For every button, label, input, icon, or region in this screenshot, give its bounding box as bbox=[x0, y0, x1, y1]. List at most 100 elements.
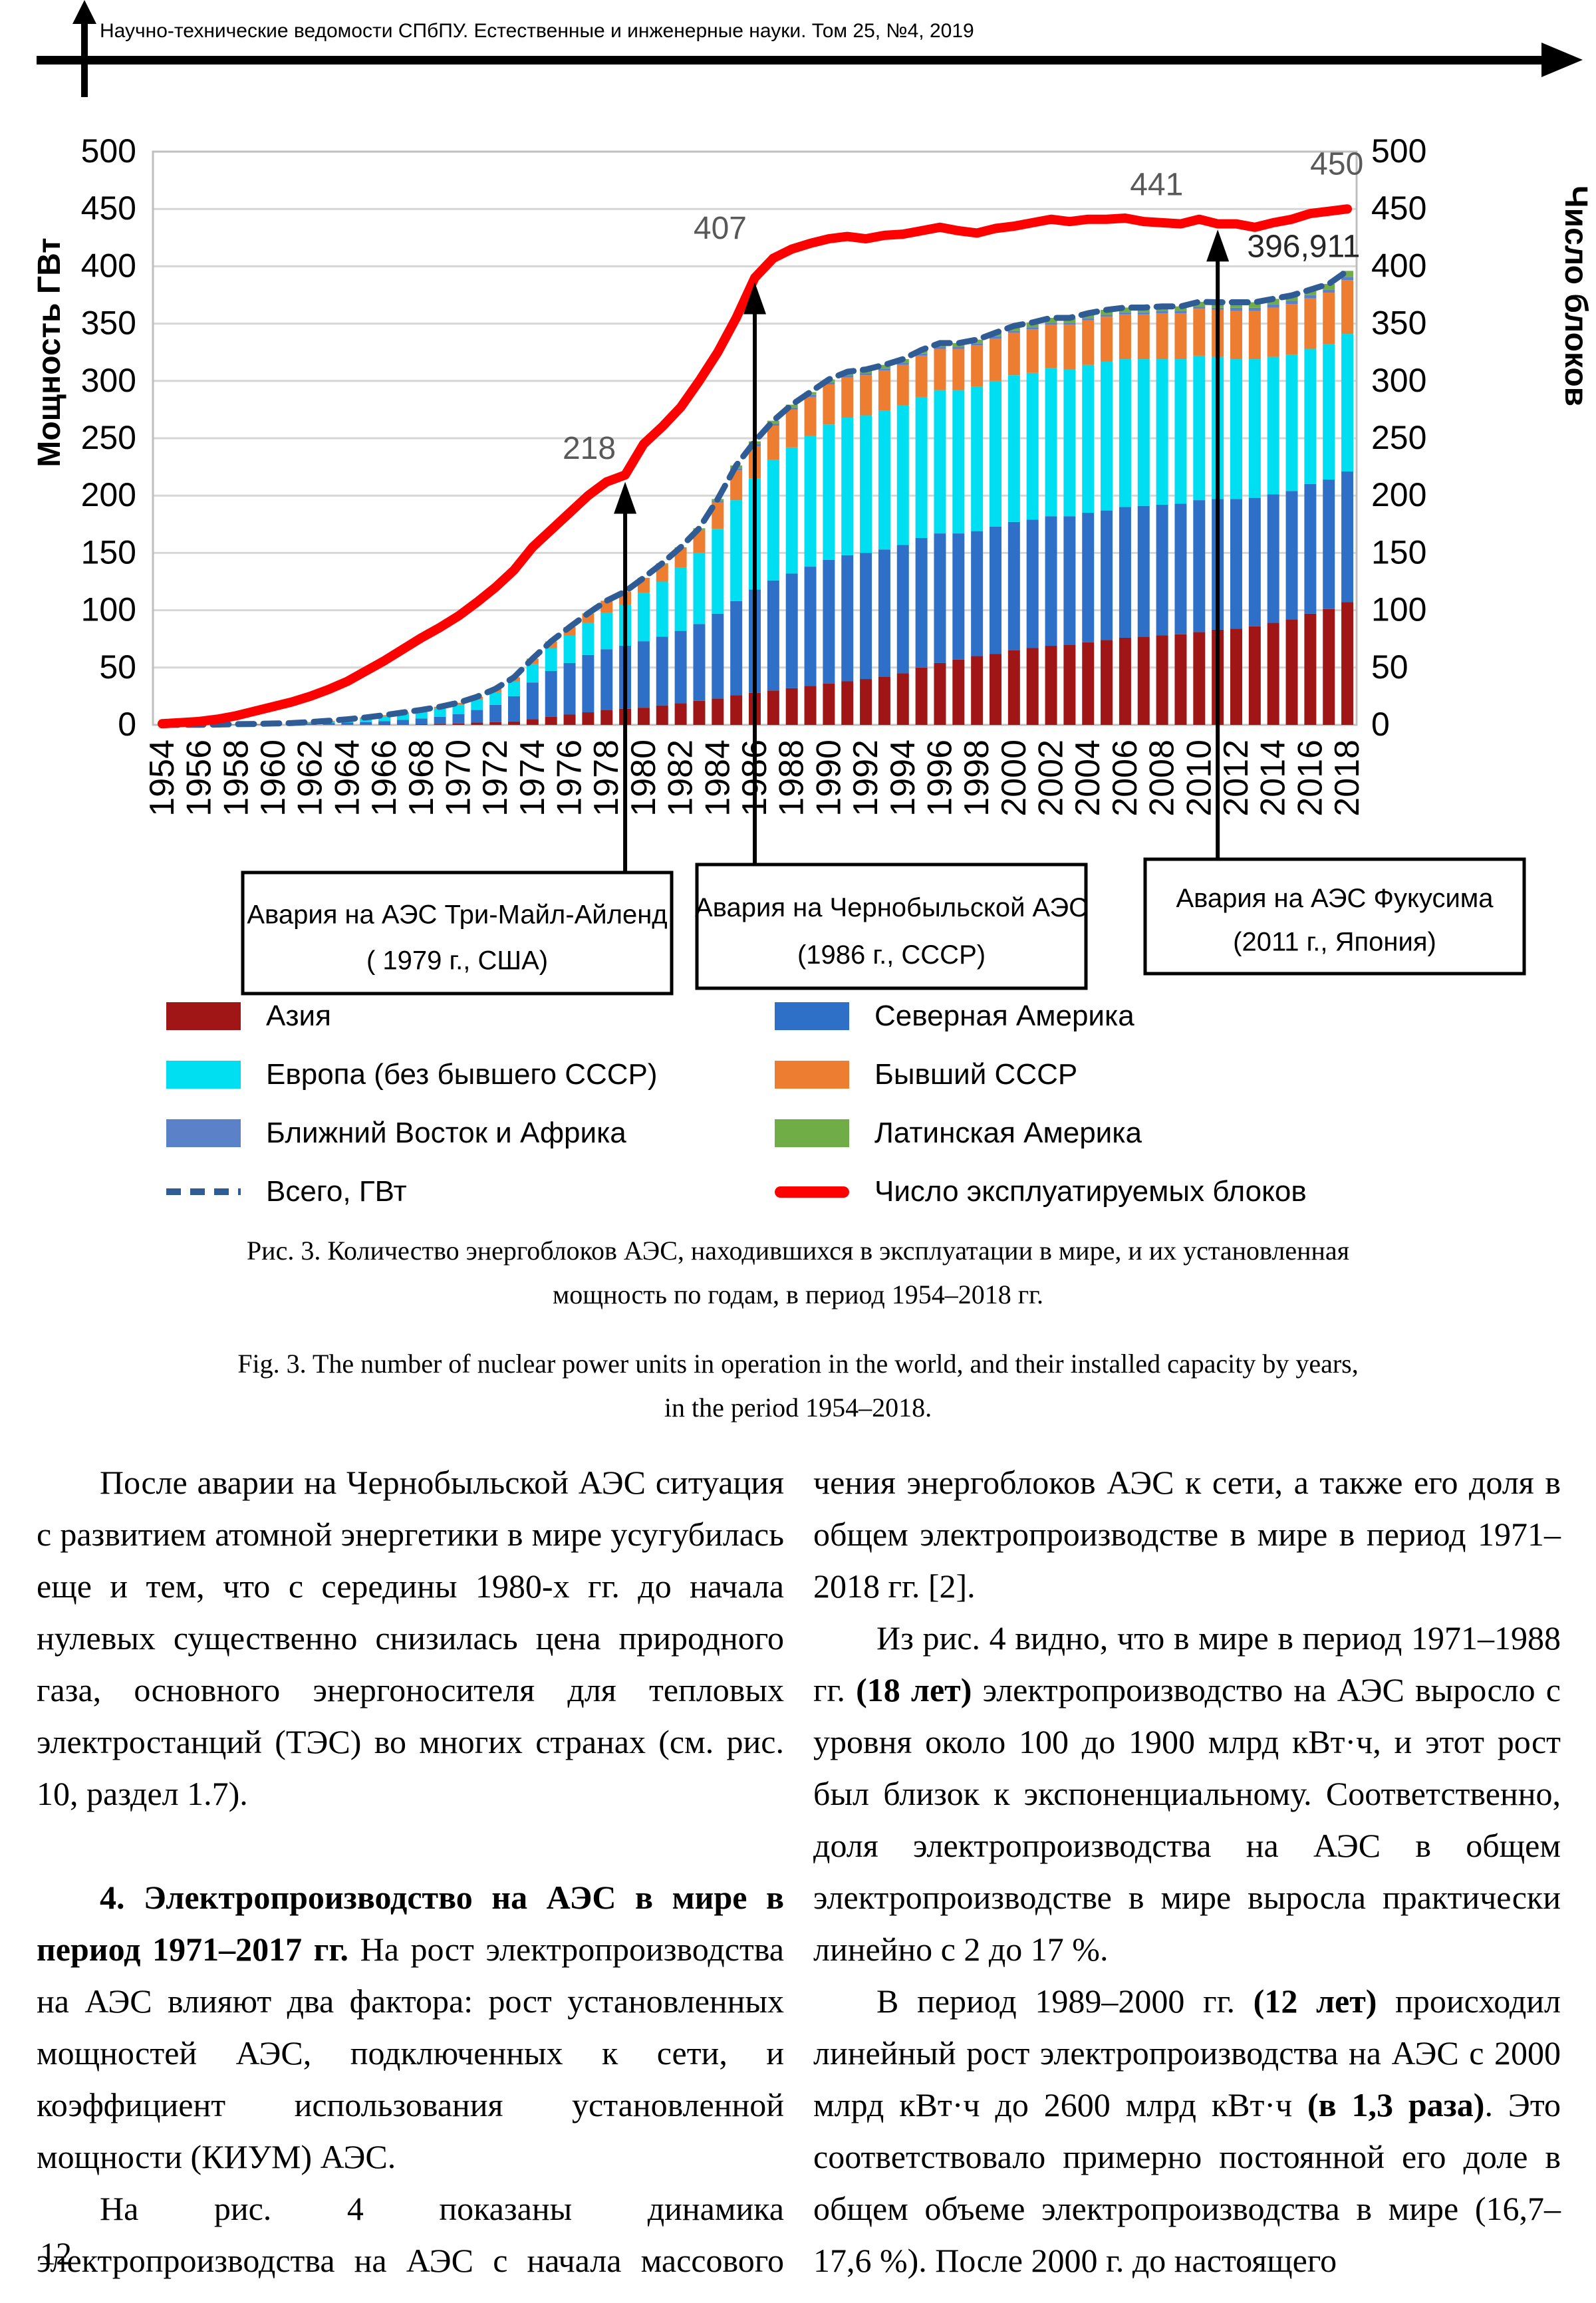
legend-item-former-ussr: Бывший СССР bbox=[775, 1058, 1496, 1091]
svg-text:1982: 1982 bbox=[662, 740, 700, 817]
paragraph: На рис. 4 показаны динамика электропроиз… bbox=[37, 2190, 784, 2303]
legend-label: Азия bbox=[266, 1000, 331, 1032]
legend-item-latin-america: Латинская Америка bbox=[775, 1117, 1496, 1149]
latin-america-swatch bbox=[775, 1119, 849, 1147]
legend-item-operating-units: Число эксплуатируемых блоков bbox=[775, 1175, 1496, 1208]
svg-text:200: 200 bbox=[81, 476, 136, 513]
journal-title: Научно-технические ведомости СПбПУ. Есте… bbox=[100, 20, 974, 42]
svg-text:1960: 1960 bbox=[254, 740, 293, 817]
svg-text:150: 150 bbox=[1371, 533, 1426, 571]
svg-text:1990: 1990 bbox=[809, 740, 848, 817]
svg-text:450: 450 bbox=[1371, 190, 1426, 227]
value-label: 396,911 bbox=[1247, 229, 1360, 265]
svg-text:450: 450 bbox=[81, 190, 136, 227]
units-line bbox=[157, 204, 1353, 729]
caption-en-line2: in the period 1954–2018. bbox=[664, 1393, 932, 1422]
left-axis-title: Мощность ГВт bbox=[32, 237, 67, 467]
svg-text:1994: 1994 bbox=[884, 740, 922, 817]
svg-text:1968: 1968 bbox=[402, 740, 441, 817]
paragraph: 4. Электропроизводство на АЭС в мире в п… bbox=[37, 1879, 784, 2175]
value-label: 441 bbox=[1130, 168, 1183, 203]
middle-east-africa-swatch bbox=[166, 1119, 241, 1147]
stacked-bars bbox=[193, 271, 1354, 726]
svg-text:( 1979 г., США): ( 1979 г., США) bbox=[366, 946, 548, 976]
value-label: 450 bbox=[1310, 146, 1363, 182]
svg-text:400: 400 bbox=[1371, 247, 1426, 284]
paragraph: чения энергоблоков АЭС к сети, а также е… bbox=[813, 1464, 1561, 1605]
svg-text:350: 350 bbox=[81, 305, 136, 342]
legend-label: Европа (без бывшего СССР) bbox=[266, 1058, 658, 1091]
svg-text:0: 0 bbox=[1371, 706, 1390, 743]
body-column-left: После аварии на Чернобыльской АЭС ситуац… bbox=[37, 1456, 784, 2303]
svg-text:1954: 1954 bbox=[143, 740, 182, 817]
svg-text:2014: 2014 bbox=[1254, 740, 1293, 817]
value-label: 407 bbox=[694, 211, 747, 246]
svg-text:Авария на АЭС Три-Майл-Айленд: Авария на АЭС Три-Майл-Айленд bbox=[247, 900, 667, 929]
europe-swatch bbox=[166, 1061, 241, 1089]
svg-text:2008: 2008 bbox=[1143, 740, 1182, 817]
svg-text:0: 0 bbox=[118, 706, 136, 743]
value-label: 218 bbox=[563, 431, 616, 466]
legend-label: Ближний Восток и Африка bbox=[266, 1117, 626, 1149]
asia-swatch bbox=[166, 1002, 241, 1030]
svg-text:50: 50 bbox=[1371, 648, 1408, 686]
right-axis-title: Число блоков bbox=[1558, 186, 1593, 406]
svg-text:300: 300 bbox=[1371, 362, 1426, 399]
svg-text:200: 200 bbox=[1371, 476, 1426, 513]
svg-text:2006: 2006 bbox=[1106, 740, 1144, 817]
legend-item-asia: Азия bbox=[166, 1000, 775, 1032]
legend-label: Бывший СССР bbox=[874, 1058, 1078, 1091]
right-arrow-icon bbox=[1541, 43, 1583, 77]
event-annotations: Авария на АЭС Три-Майл-Айленд ( 1979 г., … bbox=[241, 229, 1526, 996]
svg-text:1984: 1984 bbox=[698, 740, 737, 817]
svg-text:1996: 1996 bbox=[920, 740, 959, 817]
svg-text:1970: 1970 bbox=[439, 740, 477, 817]
svg-text:2004: 2004 bbox=[1069, 740, 1107, 817]
svg-text:1988: 1988 bbox=[773, 740, 811, 817]
svg-text:500: 500 bbox=[81, 132, 136, 170]
svg-text:100: 100 bbox=[1371, 591, 1426, 628]
legend-label: Всего, ГВт bbox=[266, 1175, 407, 1208]
svg-text:2012: 2012 bbox=[1217, 740, 1256, 817]
svg-text:(2011 г., Япония): (2011 г., Япония) bbox=[1233, 928, 1436, 957]
operating-units-line-swatch bbox=[775, 1186, 849, 1198]
svg-text:500: 500 bbox=[1371, 132, 1426, 170]
svg-text:50: 50 bbox=[99, 648, 136, 686]
svg-text:1980: 1980 bbox=[624, 740, 663, 817]
svg-text:1974: 1974 bbox=[513, 740, 552, 817]
svg-text:1958: 1958 bbox=[217, 740, 255, 817]
chart-legend: Азия Северная Америка Европа (без бывшег… bbox=[166, 1000, 1496, 1208]
x-axis-labels: 1954195619581960196219641966196819701972… bbox=[143, 740, 1367, 817]
svg-text:300: 300 bbox=[81, 362, 136, 399]
svg-text:1976: 1976 bbox=[551, 740, 589, 817]
legend-item-europe: Европа (без бывшего СССР) bbox=[166, 1058, 775, 1091]
caption-en-line1: Fig. 3. The number of nuclear power unit… bbox=[237, 1349, 1359, 1379]
axis-ticks: 0 0 50 50 100 100 150 150 200 200 250 250 300 300 350 3… bbox=[81, 132, 1427, 743]
svg-text:250: 250 bbox=[81, 419, 136, 456]
svg-text:1966: 1966 bbox=[365, 740, 404, 817]
legend-item-total-gw: Всего, ГВт bbox=[166, 1175, 775, 1208]
caption-ru-line2: мощность по годам, в период 1954–2018 гг… bbox=[552, 1280, 1044, 1309]
total-gw-dashed-line-swatch bbox=[166, 1188, 241, 1195]
svg-text:1964: 1964 bbox=[328, 740, 366, 817]
svg-text:2002: 2002 bbox=[1032, 740, 1071, 817]
paragraph: В период 1989–2000 гг. (12 лет) происход… bbox=[813, 1982, 1561, 2279]
svg-text:Авария на АЭС Фукусима: Авария на АЭС Фукусима bbox=[1176, 884, 1494, 913]
svg-text:1962: 1962 bbox=[291, 740, 330, 817]
legend-item-middle-east-africa: Ближний Восток и Африка bbox=[166, 1117, 775, 1149]
svg-text:150: 150 bbox=[81, 533, 136, 571]
legend-label: Северная Америка bbox=[874, 1000, 1134, 1032]
svg-text:(1986 г., СССР): (1986 г., СССР) bbox=[797, 940, 986, 970]
legend-label: Число эксплуатируемых блоков bbox=[874, 1175, 1307, 1208]
body-column-right: чения энергоблоков АЭС к сети, а также е… bbox=[813, 1456, 1561, 2303]
svg-text:1972: 1972 bbox=[476, 740, 515, 817]
north-america-swatch bbox=[775, 1002, 849, 1030]
svg-text:2010: 2010 bbox=[1180, 740, 1218, 817]
svg-text:100: 100 bbox=[81, 591, 136, 628]
body-text: После аварии на Чернобыльской АЭС ситуац… bbox=[37, 1456, 1561, 2303]
header-rule bbox=[37, 56, 1545, 65]
svg-text:400: 400 bbox=[81, 247, 136, 284]
paragraph: После аварии на Чернобыльской АЭС ситуац… bbox=[37, 1464, 784, 1812]
svg-text:2000: 2000 bbox=[995, 740, 1033, 817]
